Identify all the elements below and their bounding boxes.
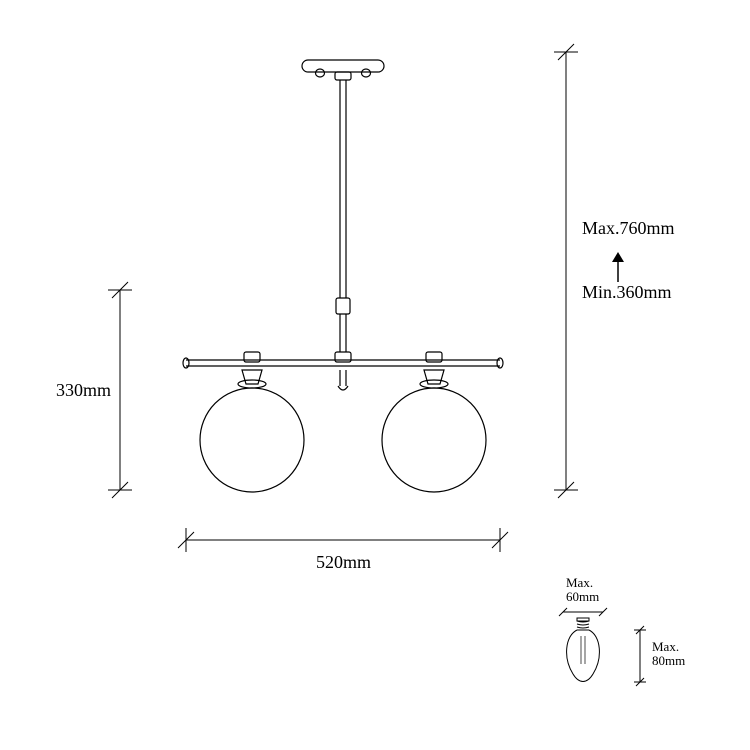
ceiling-canopy [302, 60, 384, 80]
dim-height-330 [108, 282, 132, 498]
dim-height-full [554, 44, 624, 498]
label-max760: Max.760mm [582, 218, 675, 239]
bulb-inset [559, 608, 646, 686]
label-520mm: 520mm [316, 552, 371, 573]
label-330mm: 330mm [56, 380, 111, 401]
drop-rod [335, 80, 351, 390]
globe-right [382, 352, 486, 492]
pendant-light-drawing [183, 60, 503, 492]
dim-width-520 [178, 528, 508, 552]
label-bulb-height: Max. 80mm [652, 640, 685, 669]
label-min360: Min.360mm [582, 282, 672, 303]
globe-left [200, 352, 304, 492]
label-bulb-width: Max. 60mm [566, 576, 599, 605]
horizontal-bar [183, 358, 503, 368]
